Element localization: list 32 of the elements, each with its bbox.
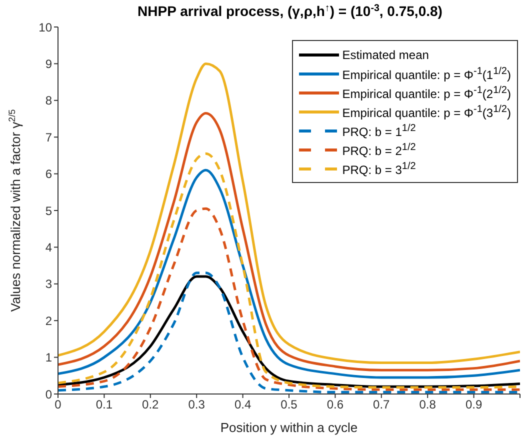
legend-label: PRQ: b = 3$^{1/2}$ xyxy=(342,160,416,176)
y-tick-label: 8 xyxy=(45,94,52,108)
y-tick-label: 0 xyxy=(45,387,52,402)
y-tick-label: 7 xyxy=(45,130,52,144)
legend-label: Empirical quantile: p = Φ$^{-1}$(2$^{1/2}$) xyxy=(342,84,511,100)
x-tick-label: 0.7 xyxy=(373,398,390,412)
x-tick-label: 0.4 xyxy=(234,398,252,412)
x-tick-label: 0.9 xyxy=(465,398,482,412)
line-series xyxy=(58,207,520,391)
legend-label: PRQ: b = 2$^{1/2}$ xyxy=(342,142,416,158)
y-tick-label: 9 xyxy=(45,56,52,71)
y-tick-label: 4 xyxy=(45,240,52,254)
x-tick-label: 0.8 xyxy=(419,398,436,412)
x-tick-label: 0.2 xyxy=(142,398,160,412)
chart-title: NHPP arrival process, (γ,ρ,h$^{↑}$) = (10$^{-3}$, 0.75,0.8) xyxy=(138,2,442,19)
x-tick-label: 0.6 xyxy=(326,398,344,412)
x-tick-label: 0.1 xyxy=(96,398,113,412)
y-tick-label: 10 xyxy=(38,20,52,34)
y-tick-label: 2 xyxy=(45,314,52,328)
x-tick-label: 0.3 xyxy=(188,398,206,412)
legend-label: PRQ: b = 1$^{1/2}$ xyxy=(342,122,416,138)
y-tick-label: 5 xyxy=(45,204,52,218)
x-tick-label: 0 xyxy=(54,398,62,412)
y-tick-label: 3 xyxy=(45,277,52,292)
x-tick-label: 0.5 xyxy=(280,398,298,412)
x-axis-title: Position y within a cycle xyxy=(220,420,358,435)
y-tick-label: 6 xyxy=(45,167,52,182)
line-series xyxy=(58,62,520,364)
legend-label: Empirical quantile: p = Φ$^{-1}$(1$^{1/2}$) xyxy=(342,66,511,82)
y-tick-label: 1 xyxy=(45,350,52,365)
legend-label: Empirical quantile: p = Φ$^{-1}$(3$^{1/2}$) xyxy=(342,104,511,120)
legend-label: Estimated mean xyxy=(342,48,429,62)
